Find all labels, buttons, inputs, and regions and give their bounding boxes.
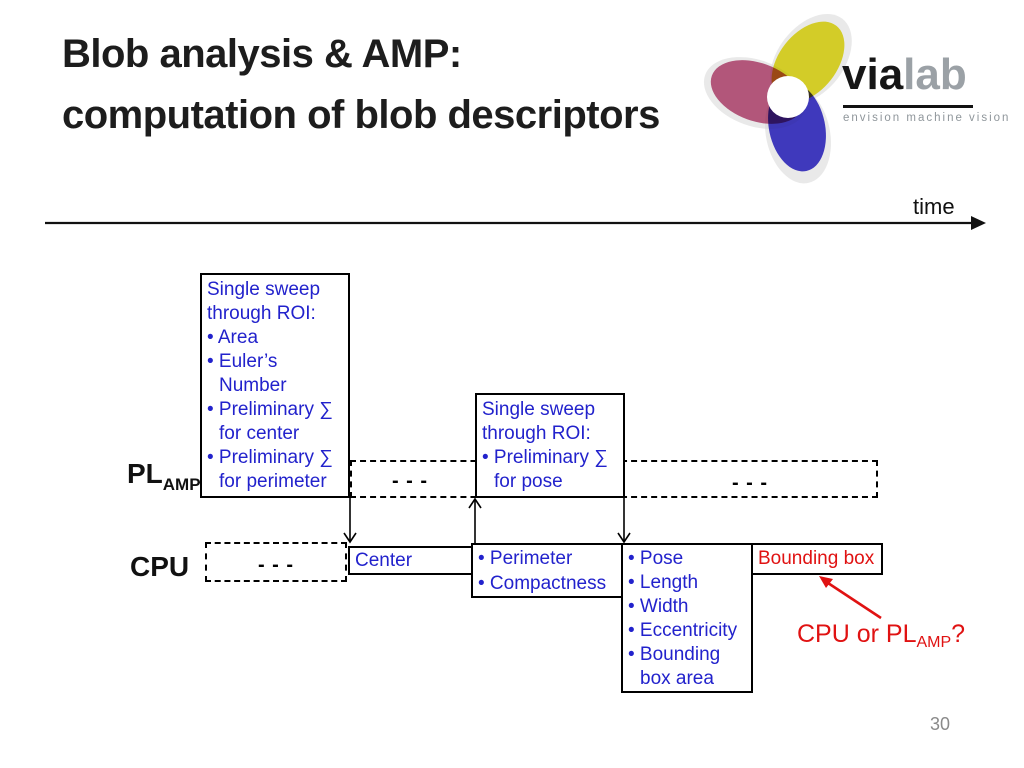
cpu-dashed-track [205,542,347,582]
box1-line: • Preliminary ∑ [207,447,333,468]
box1-line: Number [219,375,287,396]
pose-box-line: • Eccentricity [628,620,738,641]
box2-line: for pose [494,471,563,492]
box1-line: for center [219,423,300,444]
pose-box-line: • Pose [628,548,684,569]
pose-box-line: • Width [628,596,689,617]
bounding-box-label: Bounding box [758,548,875,569]
pose-box-line: box area [640,668,714,689]
box2-line: • Preliminary ∑ [482,447,608,468]
arrow-down-head-icon [343,532,357,544]
annotation-arrow-line [827,581,882,620]
page-number: 30 [929,714,951,734]
single-sweep-box-1: Single sweep through ROI: • Area • Euler… [200,273,350,498]
center-box: Center [348,546,473,575]
perimeter-box-line: • Perimeter [478,548,573,569]
single-sweep-box-2: Single sweep through ROI: • Preliminary … [475,393,625,498]
cpu-or-plamp-question: CPU or PLAMP? [797,620,966,651]
pose-box: • Pose • Length • Width • Eccentricity •… [621,543,753,693]
logo-brand-via: via [842,50,904,99]
box1-line: • Area [207,327,259,348]
perimeter-box-line: • Compactness [478,573,607,594]
title-line-1: Blob analysis & AMP: [62,32,462,76]
logo-center-circle-icon [767,76,809,118]
logo-underline [843,105,973,108]
cpu-row-label: CPU [130,551,190,582]
logo-brand-lab: lab [903,50,967,99]
annotation-base: CPU or PL [797,620,917,648]
pl-track-ellipsis-right: - - - [731,472,769,494]
arrow-down-head-icon [617,532,631,544]
box1-line: • Preliminary ∑ [207,399,333,420]
center-box-label: Center [355,550,413,571]
time-axis-arrowhead-icon [971,216,986,230]
bounding-box-box: Bounding box [751,543,883,575]
annotation-arrowhead-icon [819,576,833,588]
pl-amp-row-label: PLAMP [127,458,201,494]
pl-amp-label-subscript: AMP [162,475,201,494]
pose-box-line: • Length [628,572,699,593]
perimeter-box: • Perimeter • Compactness [471,543,623,598]
arrow-up-head-icon [468,497,482,509]
annotation-subscript: AMP [916,634,952,651]
pl-amp-label-base: PL [127,458,163,489]
box2-line: through ROI: [482,423,591,444]
logo-brand-text: vialab [842,50,967,100]
box2-line: Single sweep [482,399,596,420]
box1-line: • Euler’s [207,351,278,372]
time-axis-label: time [913,194,955,219]
box1-line: for perimeter [219,471,327,492]
title-line-2: computation of blob descriptors [62,93,660,137]
box1-line: through ROI: [207,303,316,324]
logo-tagline: envision machine vision [843,112,1011,124]
pose-box-line: • Bounding [628,644,721,665]
box1-line: Single sweep [207,279,321,300]
slide-title: Blob analysis & AMP: computation of blob… [62,24,660,146]
cpu-track-ellipsis: - - - [257,554,295,576]
vialab-logo: vialab envision machine vision [693,0,1012,190]
pl-track-ellipsis-left: - - - [391,470,429,492]
annotation-suffix: ? [951,620,966,648]
